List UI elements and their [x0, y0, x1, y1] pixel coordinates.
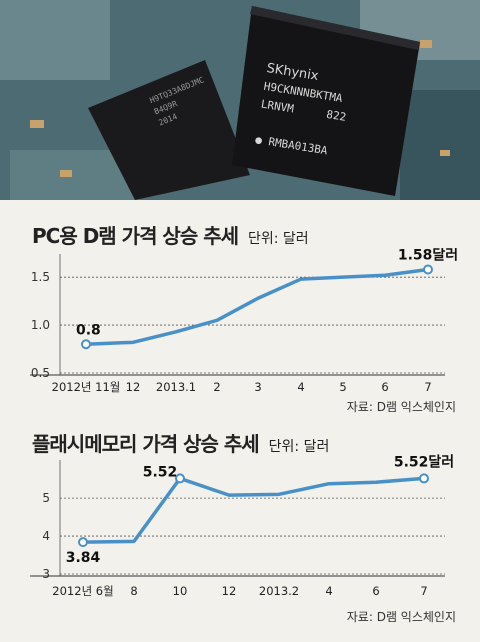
- y-tick-label: 4: [42, 529, 50, 543]
- x-tick-label: 2013.1: [156, 380, 196, 394]
- x-tick-label: 2012년 11월: [52, 380, 121, 394]
- chart-source: 자료: D램 익스체인지: [346, 610, 456, 624]
- x-tick-label: 4: [297, 380, 304, 394]
- x-tick-label: 2012년 6월: [52, 584, 113, 598]
- chip-main-label: SKhynix H9CKNNNBKTMA LRNVM 822 ● RMBA013…: [254, 60, 353, 162]
- flash-price-chart: 3 4 5 2012년 6월 8 10 12 2013.2 4 6 7 3.84 5.52 5.52달러: [30, 454, 454, 598]
- data-label: 1.58달러: [398, 248, 458, 264]
- x-tick-label: 4: [325, 584, 332, 598]
- series-line: [82, 476, 425, 544]
- x-tick-label: 7: [424, 380, 431, 394]
- data-point-marker: [175, 473, 185, 484]
- x-tick-label: 5: [339, 380, 346, 394]
- y-tick-label: 5: [42, 491, 50, 505]
- chart-source: 자료: D램 익스체인지: [346, 400, 456, 414]
- chart-unit: 단위: 달러: [247, 231, 309, 247]
- dram-price-chart: 0.5 1.0 1.5 2012년 11월 12 2013.1 2 3 4 5 6 7 0.8 1.58달…: [30, 248, 458, 394]
- x-tick-label: 3: [254, 380, 261, 394]
- x-tick-label: 2: [213, 380, 220, 394]
- x-tick-label: 7: [420, 584, 427, 598]
- y-tick-label: 1.0: [31, 318, 50, 332]
- dram-chart-block: PC용 D램 가격 상승 추세 단위: 달러 0.5 1.0 1.5 2012년 11…: [0, 200, 480, 420]
- y-tick-label: 1.5: [31, 270, 50, 284]
- data-point-marker: [423, 264, 433, 275]
- data-label: 5.52달러: [394, 454, 454, 470]
- y-tick-label: 0.5: [31, 366, 50, 380]
- data-label: 3.84: [66, 550, 101, 566]
- x-tick-label: 6: [372, 584, 379, 598]
- series-line: [85, 267, 429, 346]
- data-point-marker: [419, 473, 429, 484]
- x-tick-label: 6: [381, 380, 388, 394]
- data-label: 0.8: [76, 322, 101, 338]
- x-tick-label: 8: [130, 584, 137, 598]
- y-tick-label: 3: [42, 567, 50, 581]
- chart-title-text: PC용 D램 가격 상승 추세: [32, 224, 239, 248]
- data-point-marker: [81, 339, 91, 350]
- flash-chart-block: 플래시메모리 가격 상승 추세 단위: 달러 3 4 5 2012년 6월 8 10 12 2…: [0, 420, 480, 642]
- x-tick-label: 2013.2: [259, 584, 299, 598]
- chart-title-text: 플래시메모리 가격 상승 추세: [32, 432, 260, 456]
- header-photo: SKhynix H9CKNNNBKTMA LRNVM 822 ● RMBA013…: [0, 0, 480, 200]
- x-tick-label: 10: [173, 584, 188, 598]
- x-tick-label: 12: [222, 584, 237, 598]
- data-point-marker: [78, 537, 88, 548]
- data-label: 5.52: [143, 464, 178, 480]
- chart-unit: 단위: 달러: [268, 439, 330, 455]
- x-tick-label: 12: [126, 380, 141, 394]
- chip-illustration: [0, 0, 480, 200]
- chart-title: PC용 D램 가격 상승 추세 단위: 달러: [32, 220, 309, 249]
- chart-title: 플래시메모리 가격 상승 추세 단위: 달러: [32, 428, 329, 457]
